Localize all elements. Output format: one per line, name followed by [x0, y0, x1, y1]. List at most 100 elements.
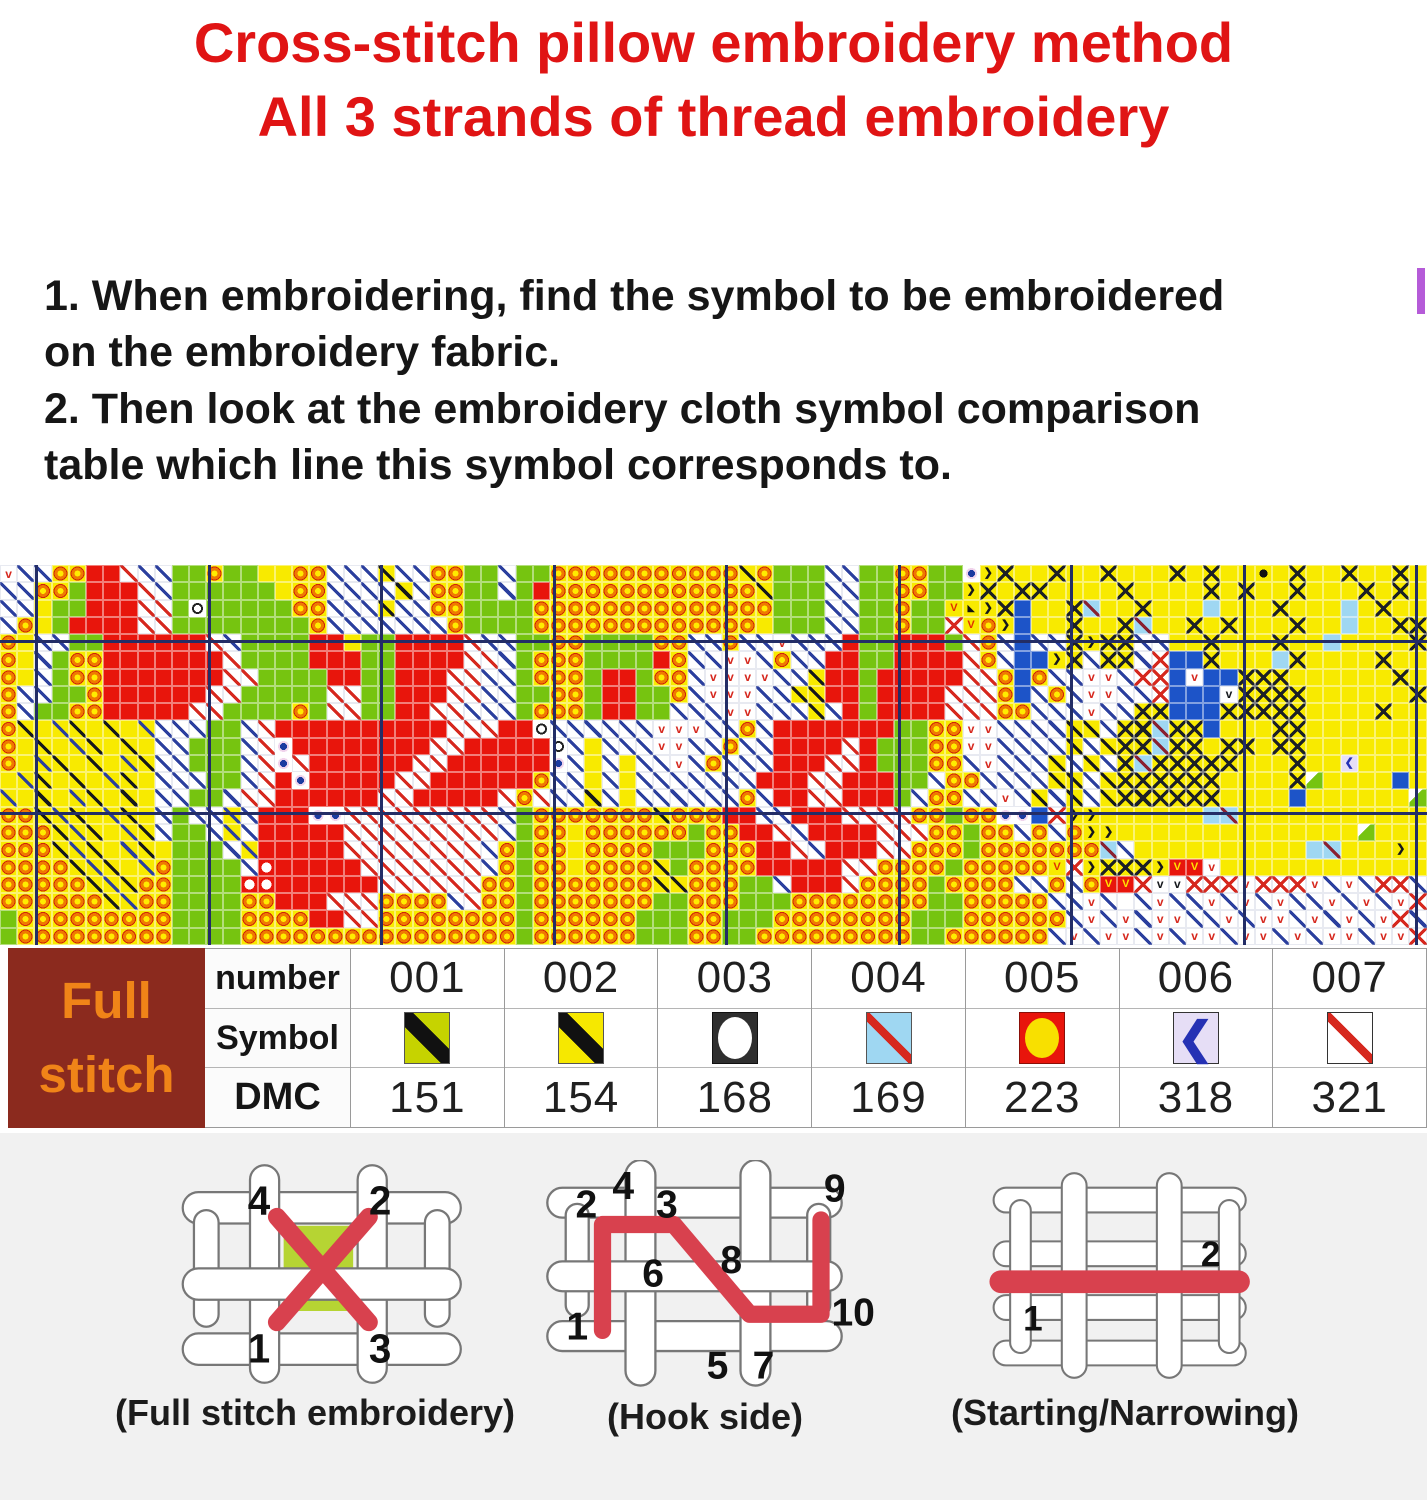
chart-cell	[464, 875, 482, 894]
chart-cell	[1100, 841, 1118, 859]
table-header-column: number Symbol DMC	[205, 948, 350, 1128]
chart-cell	[532, 772, 550, 790]
chart-cell	[825, 754, 843, 773]
chart-cell	[790, 858, 808, 876]
chart-cell	[1375, 754, 1393, 773]
chart-cell	[1375, 772, 1393, 790]
chart-cell	[17, 841, 35, 859]
chart-cell	[773, 616, 791, 635]
chart-cell	[1375, 737, 1393, 755]
chart-cell	[1357, 772, 1375, 790]
chart-cell	[103, 565, 121, 583]
chart-cell	[137, 893, 155, 911]
chart-cell	[653, 754, 671, 773]
chart-cell	[653, 565, 671, 583]
chart-cell	[1151, 737, 1169, 755]
chart-cell	[962, 772, 980, 790]
chart-cell	[1031, 737, 1049, 755]
chart-cell	[1031, 651, 1049, 669]
chart-cell	[910, 875, 929, 894]
chart-cell	[1185, 754, 1204, 773]
chart-cell	[1048, 893, 1066, 911]
chart-cell	[1168, 910, 1186, 928]
chart-cell	[1168, 841, 1186, 859]
chart-cell	[996, 927, 1015, 945]
chart-cell	[1048, 720, 1066, 738]
chart-cell	[1392, 703, 1410, 721]
chart-cell	[412, 806, 430, 824]
chart-cell	[464, 806, 482, 824]
chart-cell	[429, 599, 447, 617]
chart-cell	[68, 875, 86, 894]
chart-cell	[51, 858, 69, 876]
chart-cell	[928, 737, 946, 755]
symbol-cell	[504, 1009, 658, 1069]
chart-cell	[893, 582, 911, 600]
chart-cell	[1151, 754, 1169, 773]
dmc-number: 223	[1004, 1072, 1081, 1122]
chart-cell	[1082, 720, 1100, 738]
chart-cell	[0, 858, 18, 876]
chart-cell	[137, 720, 155, 738]
chart-cell	[1065, 599, 1083, 617]
chart-cell	[292, 858, 310, 876]
chart-cell	[773, 599, 791, 617]
chart-cell	[1065, 823, 1083, 842]
chart-cell	[790, 685, 808, 704]
chart-cell	[171, 841, 190, 859]
chart-cell	[532, 565, 550, 583]
chart-cell	[17, 685, 35, 704]
chart-cell	[51, 703, 69, 721]
chart-cell	[85, 772, 104, 790]
chart-cell	[635, 875, 654, 894]
chart-cell	[601, 565, 619, 583]
chart-cell	[1031, 685, 1049, 704]
chart-cell	[859, 582, 877, 600]
chart-cell	[17, 651, 35, 669]
chart-cell	[1323, 668, 1341, 686]
chart-cell	[395, 720, 413, 738]
chart-cell	[910, 616, 929, 635]
chart-cell	[1065, 685, 1083, 704]
chart-cell	[928, 720, 946, 738]
chart-cell	[773, 703, 791, 721]
chart-cell	[1289, 668, 1307, 686]
chart-row	[0, 910, 1427, 928]
chart-cell	[464, 823, 482, 842]
chart-cell	[876, 737, 894, 755]
chart-cell	[567, 858, 585, 876]
chart-cell	[223, 616, 241, 635]
chart-cell	[137, 841, 155, 859]
chart-cell	[653, 823, 671, 842]
chart-cell	[1271, 772, 1290, 790]
chart-cell	[51, 720, 69, 738]
chart-cell	[1357, 893, 1375, 911]
chart-cell	[395, 910, 413, 928]
chart-cell	[1254, 841, 1272, 859]
chart-major-gridline	[1243, 565, 1246, 945]
symbol-ellipse	[717, 1017, 752, 1059]
chart-cell	[515, 599, 533, 617]
chart-cell	[687, 858, 705, 876]
chart-cell	[326, 910, 344, 928]
chart-cell	[464, 668, 482, 686]
chart-cell	[395, 668, 413, 686]
chart-cell	[979, 685, 997, 704]
chart-cell	[807, 789, 825, 807]
chart-cell	[1392, 910, 1410, 928]
chart-cell	[309, 927, 327, 945]
chart-cell	[962, 910, 980, 928]
chart-cell	[807, 927, 825, 945]
chart-major-gridline	[0, 812, 1427, 815]
chart-cell	[171, 875, 190, 894]
chart-cell	[1065, 875, 1083, 894]
chart-cell	[910, 806, 929, 824]
chart-cell	[1168, 720, 1186, 738]
chart-cell	[910, 651, 929, 669]
chart-cell	[1306, 875, 1324, 894]
chart-cell	[240, 772, 258, 790]
chart-cell	[240, 616, 258, 635]
chart-cell	[309, 858, 327, 876]
chart-cell	[1375, 789, 1393, 807]
chart-cell	[1271, 737, 1290, 755]
